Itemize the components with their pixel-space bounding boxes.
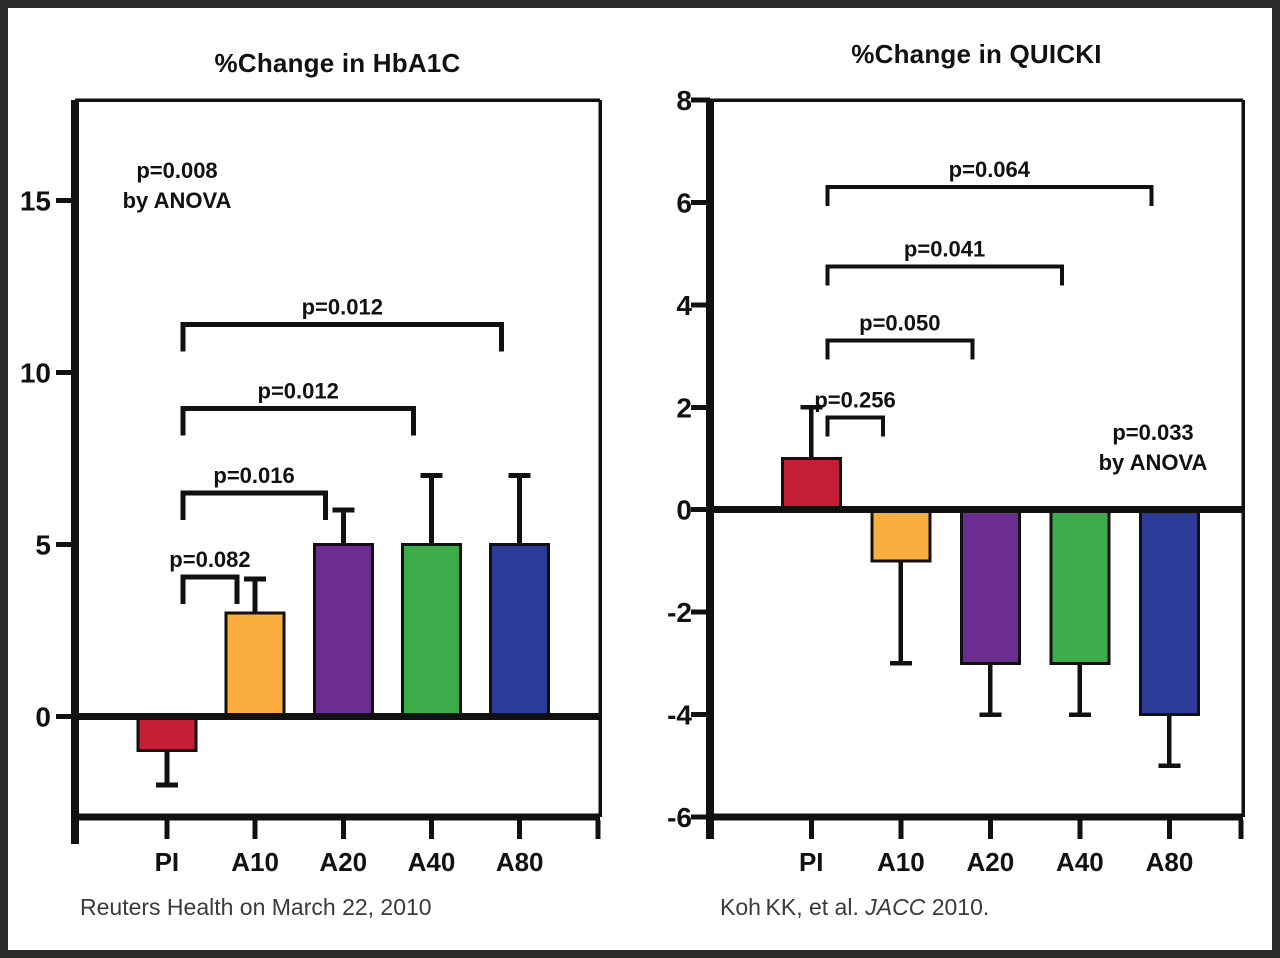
x-tick-label: A10 — [231, 847, 279, 877]
bracket-PI-A80 — [825, 185, 1154, 207]
x-tick-label: A10 — [877, 847, 925, 877]
y-tick-label: 8 — [676, 85, 692, 116]
p-value-label: p=0.064 — [949, 157, 1031, 182]
bracket-PI-A10 — [825, 415, 885, 437]
y-tick-label: 0 — [676, 495, 692, 526]
right-anova-note: p=0.033 by ANOVA — [1033, 418, 1272, 478]
x-tick-label: A80 — [1146, 847, 1194, 877]
y-tick-label: -6 — [667, 802, 692, 833]
y-tick-label: -2 — [667, 597, 692, 628]
bracket-PI-A20 — [180, 490, 328, 520]
x-tick-label: PI — [799, 847, 824, 877]
left-anova-note: p=0.008 by ANOVA — [57, 156, 297, 216]
y-tick-label: 6 — [676, 187, 692, 218]
y-tick-label: 4 — [676, 290, 692, 321]
bar-A80 — [489, 542, 551, 718]
charts-svg: p=0.082 p=0.016 p=0.012 p=0.012 0 5 10 15 PI A10 A… — [20, 85, 1245, 877]
anova-method: by ANOVA — [1098, 450, 1208, 475]
bar-A80 — [1138, 508, 1200, 717]
p-value-label: p=0.012 — [302, 294, 383, 319]
bracket-PI-A20 — [825, 338, 975, 360]
bar-PI — [136, 714, 198, 753]
footer-segment: JACC — [865, 894, 926, 920]
anova-method: by ANOVA — [122, 188, 232, 213]
p-value-label: p=0.041 — [904, 236, 985, 261]
footer-segment: 2010. — [925, 894, 990, 920]
p-value-label: p=0.256 — [814, 388, 895, 413]
right-chart-title: %Change in QUICKI — [851, 39, 1102, 69]
anova-p-value: p=0.008 — [136, 158, 218, 183]
bracket-PI-A80 — [180, 321, 505, 352]
y-tick-label: 10 — [20, 358, 51, 389]
y-tick-label: 2 — [676, 392, 692, 423]
bracket-PI-A10 — [180, 574, 240, 605]
bar-A20 — [959, 508, 1021, 665]
x-tick-label: A40 — [1056, 847, 1104, 877]
x-tick-label: PI — [155, 847, 180, 877]
x-tick-label: A20 — [967, 847, 1015, 877]
y-tick-label: 0 — [35, 701, 51, 732]
y-tick-label: 5 — [35, 529, 51, 560]
p-value-label: p=0.012 — [258, 379, 339, 404]
left-chart-source: Reuters Health on March 22, 2010 — [80, 894, 432, 921]
bar-A40 — [1049, 508, 1111, 665]
bracket-PI-A40 — [825, 264, 1064, 286]
left-chart-title: %Change in HbA1C — [214, 48, 461, 78]
footer-segment: Reuters Health on March 22, 2010 — [80, 894, 432, 920]
y-tick-label: -4 — [667, 700, 692, 731]
p-value-label: p=0.050 — [859, 311, 940, 336]
right-chart-source: Koh KK, et al. JACC 2010. — [720, 894, 989, 921]
p-value-label: p=0.082 — [169, 547, 250, 572]
x-tick-label: A40 — [408, 847, 456, 877]
x-tick-label: A80 — [496, 847, 544, 877]
footer-segment: Koh KK, et al. — [720, 894, 866, 920]
bar-A20 — [312, 542, 374, 718]
bar-A10 — [224, 611, 286, 718]
bar-A10 — [870, 508, 932, 563]
x-tick-label: A20 — [319, 847, 367, 877]
bar-A40 — [400, 542, 462, 718]
bar-PI — [780, 457, 842, 512]
bracket-PI-A40 — [180, 406, 416, 436]
anova-p-value: p=0.033 — [1112, 420, 1194, 445]
y-tick-label: 15 — [20, 186, 51, 217]
p-value-label: p=0.016 — [213, 463, 294, 488]
